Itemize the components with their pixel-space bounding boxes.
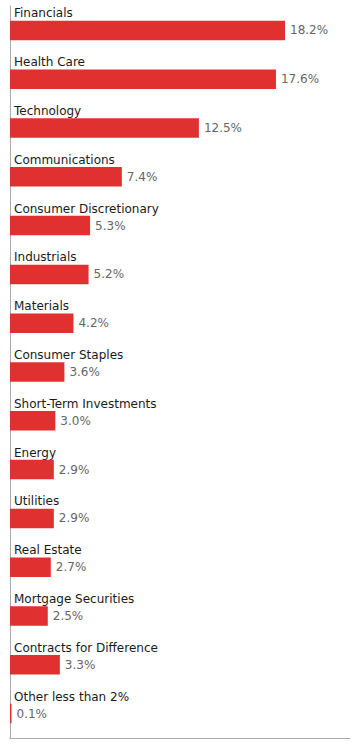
svg-text:Short-Term Investments: Short-Term Investments	[14, 397, 157, 411]
svg-text:0.1%: 0.1%	[17, 707, 48, 721]
svg-text:4.2%: 4.2%	[78, 316, 109, 330]
svg-text:12.5%: 12.5%	[204, 121, 242, 135]
svg-text:Consumer Staples: Consumer Staples	[14, 348, 123, 362]
svg-text:2.5%: 2.5%	[53, 609, 84, 623]
svg-text:7.4%: 7.4%	[127, 170, 158, 184]
svg-text:Consumer Discretionary: Consumer Discretionary	[14, 202, 159, 216]
svg-text:2.9%: 2.9%	[59, 463, 90, 477]
svg-text:Other less than 2%: Other less than 2%	[14, 690, 129, 704]
svg-text:Health Care: Health Care	[14, 55, 85, 69]
svg-text:Energy: Energy	[14, 446, 56, 460]
svg-text:17.6%: 17.6%	[281, 72, 319, 86]
svg-text:Utilities: Utilities	[14, 494, 59, 508]
svg-text:Financials: Financials	[14, 6, 73, 20]
svg-text:Materials: Materials	[14, 299, 69, 313]
svg-text:2.9%: 2.9%	[59, 511, 90, 525]
svg-text:Mortgage Securities: Mortgage Securities	[14, 592, 134, 606]
svg-text:5.3%: 5.3%	[95, 219, 126, 233]
svg-text:3.6%: 3.6%	[69, 365, 100, 379]
svg-text:Real Estate: Real Estate	[14, 543, 82, 557]
svg-text:Technology: Technology	[13, 104, 81, 118]
svg-text:Communications: Communications	[14, 153, 115, 167]
svg-text:Industrials: Industrials	[14, 250, 77, 264]
svg-text:3.3%: 3.3%	[65, 658, 96, 672]
svg-text:2.7%: 2.7%	[56, 560, 87, 574]
svg-text:5.2%: 5.2%	[94, 267, 125, 281]
svg-text:3.0%: 3.0%	[60, 414, 90, 428]
svg-text:18.2%: 18.2%	[290, 23, 328, 37]
svg-text:Contracts for Difference: Contracts for Difference	[14, 641, 158, 655]
